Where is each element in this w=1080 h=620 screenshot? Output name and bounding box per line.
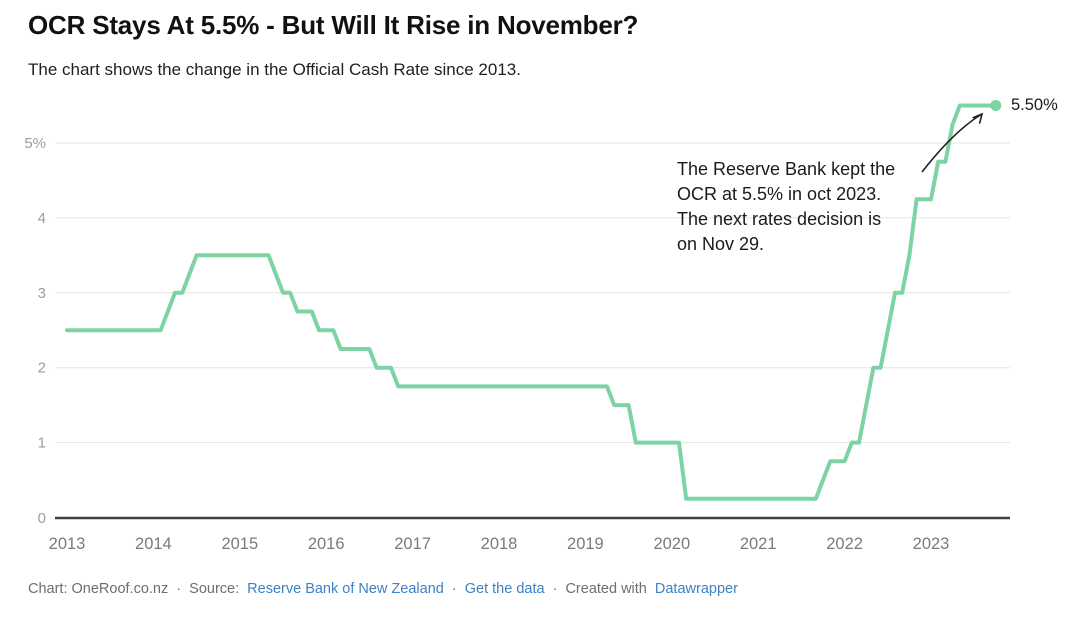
footer-separator: ·	[176, 581, 182, 597]
chart-title: OCR Stays At 5.5% - But Will It Rise in …	[28, 10, 639, 40]
annotation-line: The next rates decision is	[677, 209, 882, 229]
y-axis-label: 5%	[24, 135, 46, 152]
annotation-line: on Nov 29.	[677, 234, 765, 254]
x-axis-label: 2019	[567, 535, 604, 553]
source-link[interactable]: Reserve Bank of New Zealand	[247, 581, 444, 597]
footer-created-with: Created with	[565, 581, 647, 597]
x-axis-label: 2018	[481, 535, 518, 553]
y-axis-label: 1	[38, 435, 46, 452]
x-axis-label: 2017	[394, 535, 431, 553]
get-the-data-link[interactable]: Get the data	[464, 581, 545, 597]
latest-point-dot	[990, 100, 1002, 111]
annotation-arrowhead	[972, 112, 984, 124]
ocr-line	[65, 103, 998, 501]
y-axis-label: 3	[38, 285, 46, 302]
y-axis-label: 4	[38, 210, 46, 227]
chart-annotation: The Reserve Bank kept the OCR at 5.5% in…	[677, 157, 895, 257]
footer-separator: ·	[451, 581, 457, 597]
datawrapper-link[interactable]: Datawrapper	[654, 581, 738, 597]
x-axis-label: 2013	[49, 535, 86, 553]
footer-source-label: Source:	[189, 581, 240, 597]
x-axis-label: 2014	[135, 535, 172, 553]
y-axis-label: 0	[38, 510, 46, 527]
chart-subtitle: The chart shows the change in the Offici…	[28, 60, 521, 79]
annotation-line: The Reserve Bank kept the	[677, 159, 896, 179]
chart-footer: Chart: OneRoof.co.nz · Source: Reserve B…	[28, 581, 738, 597]
x-axis-label: 2020	[653, 535, 690, 553]
latest-value-label: 5.50%	[1011, 96, 1058, 114]
footer-separator: ·	[552, 581, 558, 597]
annotation-line: OCR at 5.5% in oct 2023.	[677, 184, 882, 204]
y-axis-label: 2	[38, 360, 46, 377]
x-axis-label: 2015	[221, 535, 258, 553]
x-axis-label: 2023	[913, 535, 950, 553]
x-axis-label: 2016	[308, 535, 345, 553]
x-axis-label: 2021	[740, 535, 777, 553]
footer-chart-credit: Chart: OneRoof.co.nz	[28, 581, 169, 597]
x-axis-label: 2022	[826, 535, 863, 553]
annotation-arrow	[921, 113, 983, 173]
